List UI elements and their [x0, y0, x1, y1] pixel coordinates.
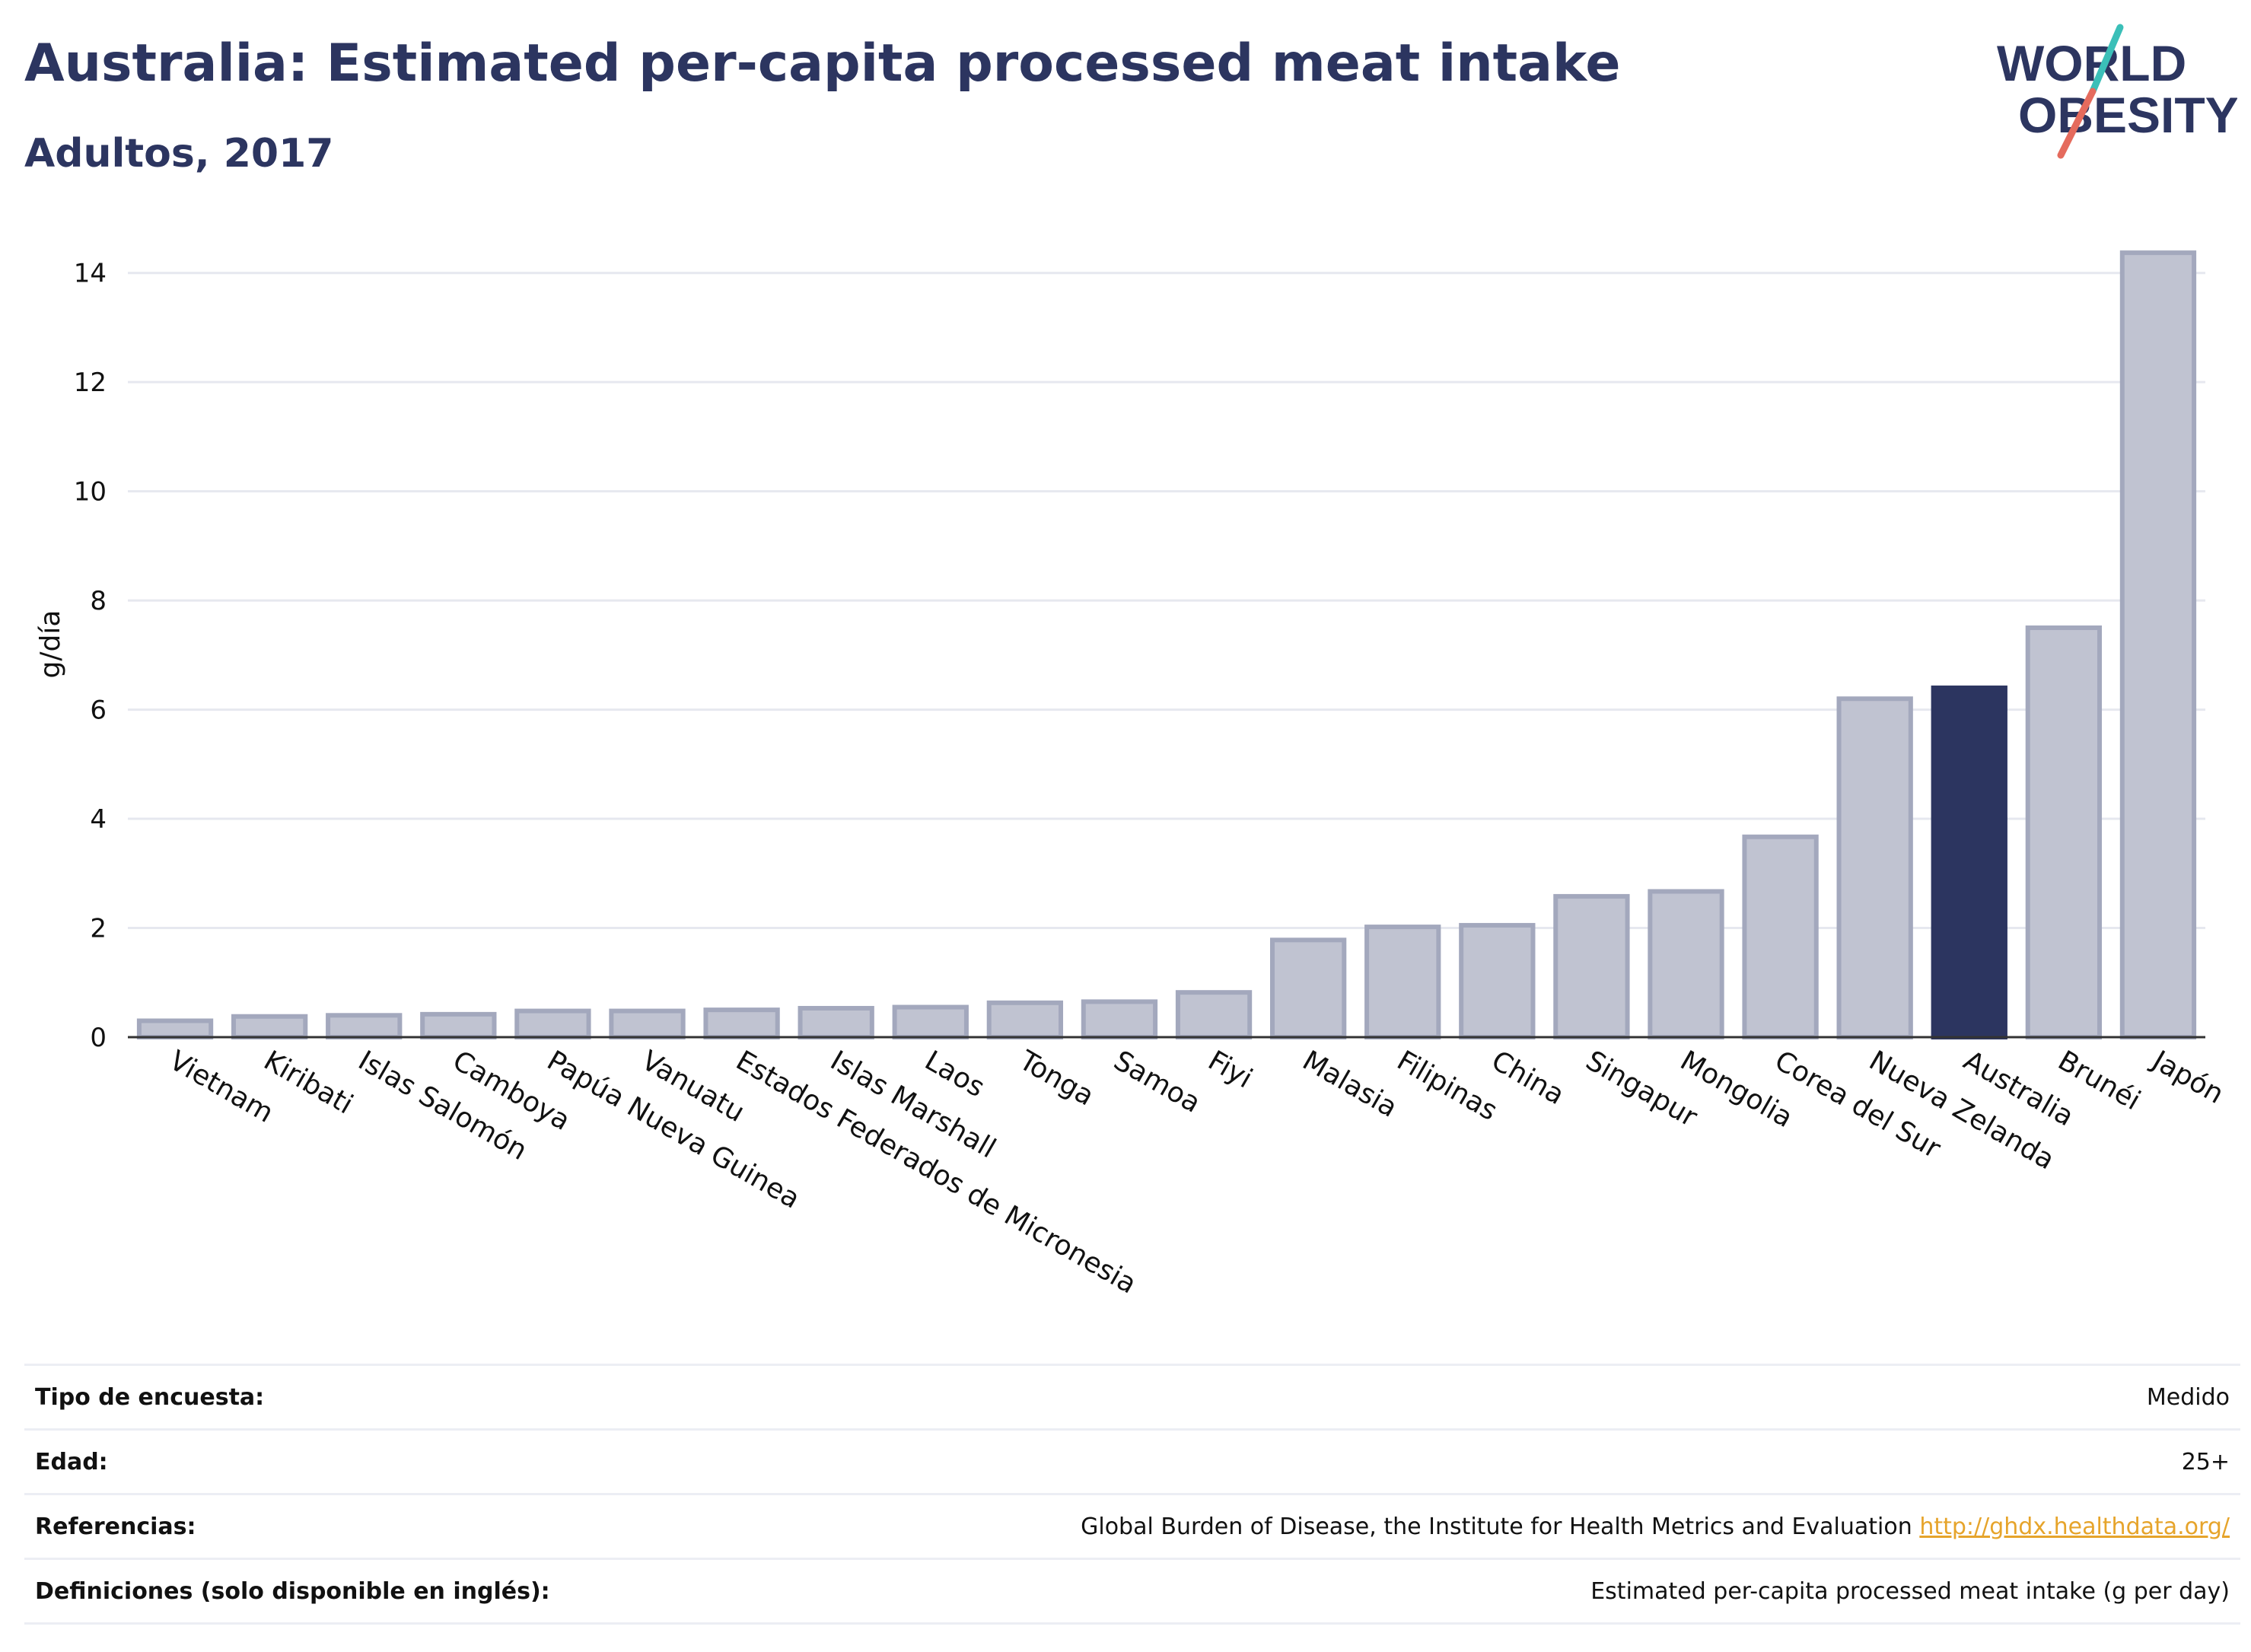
info-label: Referencias:	[35, 1513, 196, 1540]
info-row-references: Referencias: Global Burden of Disease, t…	[24, 1493, 2240, 1558]
y-tick-label: 10	[74, 477, 107, 508]
x-tick-label: Tonga	[1013, 1045, 1099, 1112]
info-row-definitions: Definiciones (solo disponible en inglés)…	[24, 1558, 2240, 1625]
x-tick-label: Samoa	[1108, 1045, 1205, 1119]
bar	[1175, 990, 1253, 1040]
x-tick-label: Laos	[919, 1045, 989, 1103]
info-table: Tipo de encuesta: Medido Edad: 25+ Refer…	[24, 1364, 2240, 1625]
reference-link[interactable]: http://ghdx.healthdata.org/	[1919, 1513, 2230, 1540]
info-row-age: Edad: 25+	[24, 1428, 2240, 1493]
info-value: Global Burden of Disease, the Institute …	[1081, 1514, 2240, 1540]
info-row-survey-type: Tipo de encuesta: Medido	[24, 1364, 2240, 1428]
info-label: Edad:	[35, 1448, 108, 1475]
info-value: 25+	[2181, 1448, 2230, 1475]
info-value: Medido	[2146, 1383, 2230, 1411]
reference-text: Global Burden of Disease, the Institute …	[1081, 1513, 1912, 1540]
bar	[514, 1008, 591, 1039]
bar	[798, 1005, 874, 1039]
y-tick-label: 2	[90, 914, 107, 944]
bar	[231, 1014, 308, 1039]
info-value: Estimated per-capita processed meat inta…	[1590, 1577, 2230, 1605]
logo-slash-teal	[2089, 24, 2124, 95]
info-label: Tipo de encuesta:	[35, 1383, 265, 1411]
x-tick-label: Japón	[2146, 1044, 2229, 1110]
bar	[1364, 925, 1441, 1039]
bar	[1836, 696, 1913, 1039]
bar	[2119, 250, 2197, 1039]
y-tick-label: 0	[90, 1023, 107, 1053]
bar	[1742, 834, 1819, 1040]
bar	[1648, 889, 1724, 1040]
info-label: Definiciones (solo disponible en inglés)…	[35, 1577, 550, 1605]
logo-text-obesity: OBESITY	[2018, 87, 2237, 143]
bar	[986, 1000, 1064, 1040]
bar	[1459, 922, 1536, 1039]
bar	[892, 1004, 969, 1040]
bar	[609, 1008, 686, 1039]
bar	[2025, 625, 2103, 1039]
x-tick-label: Islas Salomón	[353, 1045, 533, 1167]
bar	[420, 1011, 497, 1040]
bar	[1553, 893, 1630, 1039]
x-tick-label: Malasia	[1297, 1045, 1402, 1124]
bar	[1081, 999, 1158, 1040]
logo-slash-coral	[2057, 88, 2097, 159]
y-tick-label: 8	[90, 586, 107, 616]
page-subtitle: Adultos, 2017	[24, 131, 334, 177]
bar	[136, 1018, 214, 1039]
bar	[1931, 685, 2007, 1040]
x-tick-label: Filipinas	[1392, 1045, 1503, 1127]
x-tick-label: Corea del Sur	[1769, 1045, 1946, 1164]
y-tick-label: 12	[74, 368, 107, 398]
y-tick-label: 4	[90, 804, 107, 835]
logo-text-world: WORLD	[1997, 35, 2186, 91]
bar	[703, 1007, 780, 1040]
y-tick-label: 14	[74, 259, 107, 289]
world-obesity-logo: WORLD OBESITY	[1997, 24, 2237, 159]
x-tick-label: Fiyi	[1203, 1045, 1258, 1094]
page-title: Australia: Estimated per-capita processe…	[24, 33, 1621, 94]
bar	[1269, 937, 1347, 1039]
y-tick-label: 6	[90, 695, 107, 726]
bar	[326, 1013, 403, 1039]
x-tick-label: Vietnam	[164, 1045, 279, 1129]
y-axis-label: g/día	[35, 610, 66, 679]
